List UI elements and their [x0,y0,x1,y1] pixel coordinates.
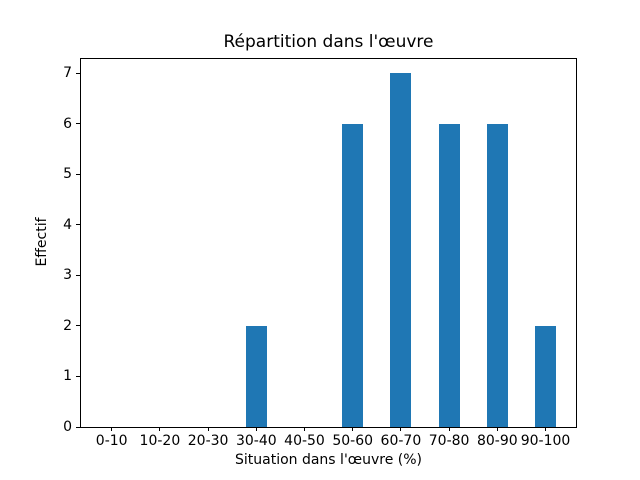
x-tick [111,427,113,431]
y-tick [76,72,80,74]
bar [438,123,460,427]
y-tick [76,375,80,377]
y-tick-label: 1 [63,368,72,385]
chart-title: Répartition dans l'œuvre [223,32,434,52]
x-tick [159,427,161,431]
y-tick [76,325,80,327]
y-tick-label: 4 [63,216,72,233]
x-tick-label: 70-80 [428,433,470,449]
plot-area [80,58,577,428]
x-tick-label: 40-50 [284,433,325,449]
y-tick-label: 7 [63,65,72,82]
x-tick-label: 80-90 [476,433,518,449]
bar [486,123,508,427]
x-tick-label: 10-20 [139,433,181,449]
bar [342,123,364,427]
bar [390,73,412,427]
x-tick-label: 0-10 [95,433,128,449]
x-tick [496,427,498,431]
x-axis-label: Situation dans l'œuvre (%) [234,452,423,468]
y-tick-label: 2 [63,317,72,334]
y-tick-label: 0 [63,419,72,435]
x-tick [304,427,305,431]
x-tick [207,427,209,431]
x-tick-label: 20-30 [187,433,229,449]
x-tick-label: 60-70 [380,433,422,449]
y-tick [76,173,80,175]
x-tick [400,427,402,431]
x-tick [255,427,257,431]
x-tick [545,427,546,431]
y-tick-label: 3 [63,267,72,284]
x-tick-label: 30-40 [235,433,277,449]
y-tick-label: 5 [63,166,72,183]
x-tick [352,427,354,431]
y-tick [76,426,80,428]
x-tick-label: 90-100 [520,433,571,449]
x-tick-label: 50-60 [332,433,374,449]
y-tick [76,274,80,276]
y-tick [76,123,80,125]
bar [245,325,267,427]
bar [535,325,556,427]
y-tick-label: 6 [63,115,72,132]
y-tick [76,224,80,226]
x-tick [448,427,450,431]
